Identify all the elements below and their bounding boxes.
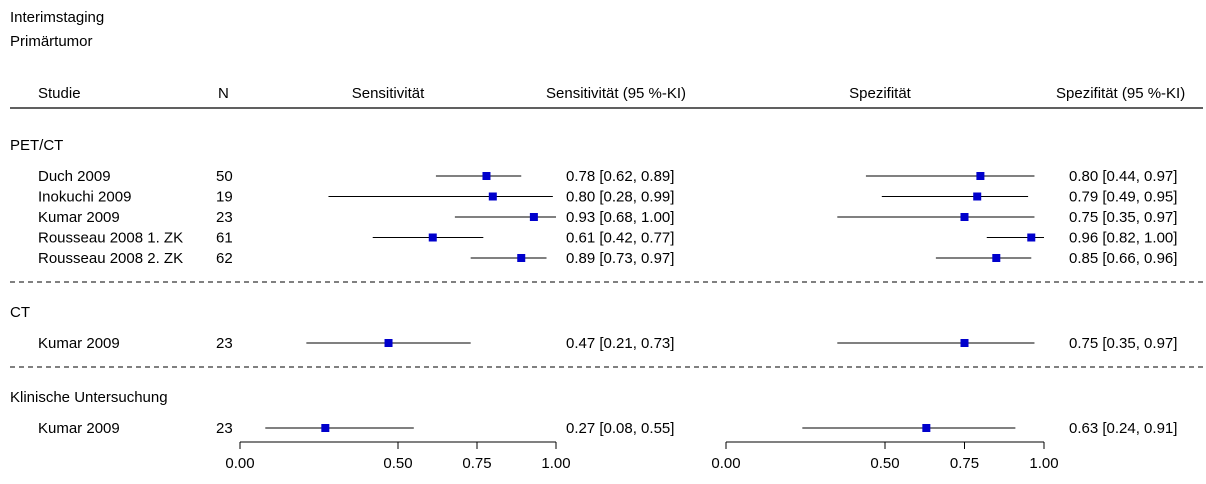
group-label: Klinische Untersuchung (10, 389, 168, 406)
specificity-x-tick-label: 0.75 (950, 455, 979, 472)
sensitivity-ci-label: 0.61 [0.42, 0.77] (566, 230, 674, 247)
title-line-1: Interimstaging (10, 9, 104, 26)
x-axes: 0.00 0.50 0.75 1.00 0.00 0.50 0.75 1.00 (225, 441, 1059, 472)
sensitivity-x-tick-label: 0.50 (383, 455, 412, 472)
study-n: 23 (216, 209, 233, 226)
study-n: 61 (216, 230, 233, 247)
specificity-point (976, 172, 985, 180)
study-label: Kumar 2009 (38, 209, 120, 226)
sensitivity-point (321, 424, 330, 432)
study-n: 50 (216, 168, 233, 185)
header-specificity-plot: Spezifität (849, 85, 912, 102)
study-label: Rousseau 2008 1. ZK (38, 230, 183, 247)
sensitivity-point (517, 254, 526, 262)
study-n: 23 (216, 335, 233, 352)
sensitivity-ci-label: 0.89 [0.73, 0.97] (566, 250, 674, 267)
specificity-ci-label: 0.75 [0.35, 0.97] (1069, 209, 1177, 226)
sensitivity-x-tick-label: 1.00 (541, 455, 570, 472)
sensitivity-ci-label: 0.27 [0.08, 0.55] (566, 420, 674, 437)
study-label: Kumar 2009 (38, 420, 120, 437)
specificity-ci-label: 0.79 [0.49, 0.95] (1069, 189, 1177, 206)
sensitivity-point (529, 213, 538, 221)
study-label: Rousseau 2008 2. ZK (38, 250, 183, 267)
specificity-x-tick-label: 0.00 (711, 455, 740, 472)
sensitivity-point (428, 233, 437, 242)
header-specificity-ci: Spezifität (95 %-KI) (1056, 85, 1185, 102)
specificity-ci-label: 0.63 [0.24, 0.91] (1069, 420, 1177, 437)
sensitivity-x-tick-label: 0.75 (462, 455, 491, 472)
specificity-point (960, 339, 969, 347)
specificity-point (973, 192, 982, 201)
study-rows: PET/CT Duch 2009 50 0.78 [0.62, 0.89] 0.80 [… (10, 137, 1203, 437)
header-n: N (218, 85, 229, 102)
study-label: Kumar 2009 (38, 335, 120, 352)
sensitivity-ci-label: 0.78 [0.62, 0.89] (566, 168, 674, 185)
group-label: PET/CT (10, 137, 63, 154)
sensitivity-point (488, 192, 497, 201)
group-label: CT (10, 304, 30, 321)
study-n: 19 (216, 189, 233, 206)
specificity-point (992, 254, 1001, 262)
sensitivity-x-tick-label: 0.00 (225, 455, 254, 472)
specificity-ci-label: 0.80 [0.44, 0.97] (1069, 168, 1177, 185)
specificity-point (960, 213, 969, 221)
specificity-ci-label: 0.96 [0.82, 1.00] (1069, 230, 1177, 247)
sensitivity-ci-label: 0.47 [0.21, 0.73] (566, 335, 674, 352)
sensitivity-ci-label: 0.80 [0.28, 0.99] (566, 189, 674, 206)
title-line-2: Primärtumor (10, 33, 93, 50)
specificity-point (1027, 233, 1036, 242)
study-label: Duch 2009 (38, 168, 111, 185)
sensitivity-point (384, 339, 393, 347)
specificity-ci-label: 0.85 [0.66, 0.96] (1069, 250, 1177, 267)
study-label: Inokuchi 2009 (38, 189, 131, 206)
sensitivity-point (482, 172, 491, 180)
header-sensitivity-ci: Sensitivität (95 %-KI) (546, 85, 686, 102)
study-n: 62 (216, 250, 233, 267)
specificity-x-tick-label: 0.50 (870, 455, 899, 472)
sensitivity-ci-label: 0.93 [0.68, 1.00] (566, 209, 674, 226)
specificity-x-tick-label: 1.00 (1029, 455, 1058, 472)
specificity-point (922, 424, 931, 432)
header-study: Studie (38, 85, 81, 102)
specificity-ci-label: 0.75 [0.35, 0.97] (1069, 335, 1177, 352)
header-sensitivity-plot: Sensitivität (352, 85, 425, 102)
study-n: 23 (216, 420, 233, 437)
